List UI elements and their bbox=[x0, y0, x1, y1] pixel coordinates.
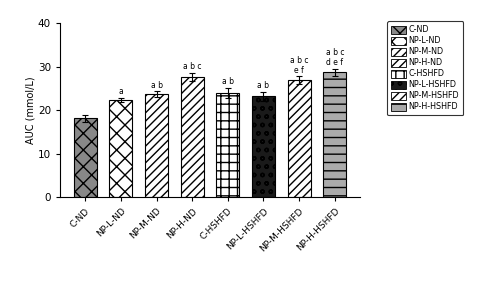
Text: a b: a b bbox=[222, 77, 234, 86]
Text: a b c
d e f: a b c d e f bbox=[326, 48, 344, 67]
Text: a b: a b bbox=[150, 81, 162, 90]
Bar bbox=[74, 118, 97, 197]
Text: a: a bbox=[118, 87, 123, 96]
Bar bbox=[252, 96, 275, 197]
Bar bbox=[288, 80, 310, 197]
Y-axis label: AUC (mmol/L): AUC (mmol/L) bbox=[25, 76, 35, 144]
Bar bbox=[323, 72, 346, 197]
Bar bbox=[110, 100, 132, 197]
Legend: C-ND, NP-L-ND, NP-M-ND, NP-H-ND, C-HSHFD, NP-L-HSHFD, NP-M-HSHFD, NP-H-HSHFD: C-ND, NP-L-ND, NP-M-ND, NP-H-ND, C-HSHFD… bbox=[387, 21, 464, 115]
Text: a b c
e f: a b c e f bbox=[290, 56, 308, 75]
Text: a b c: a b c bbox=[183, 62, 202, 72]
Bar bbox=[216, 93, 240, 197]
Bar bbox=[145, 94, 168, 197]
Bar bbox=[180, 77, 204, 197]
Text: a b: a b bbox=[258, 81, 270, 90]
